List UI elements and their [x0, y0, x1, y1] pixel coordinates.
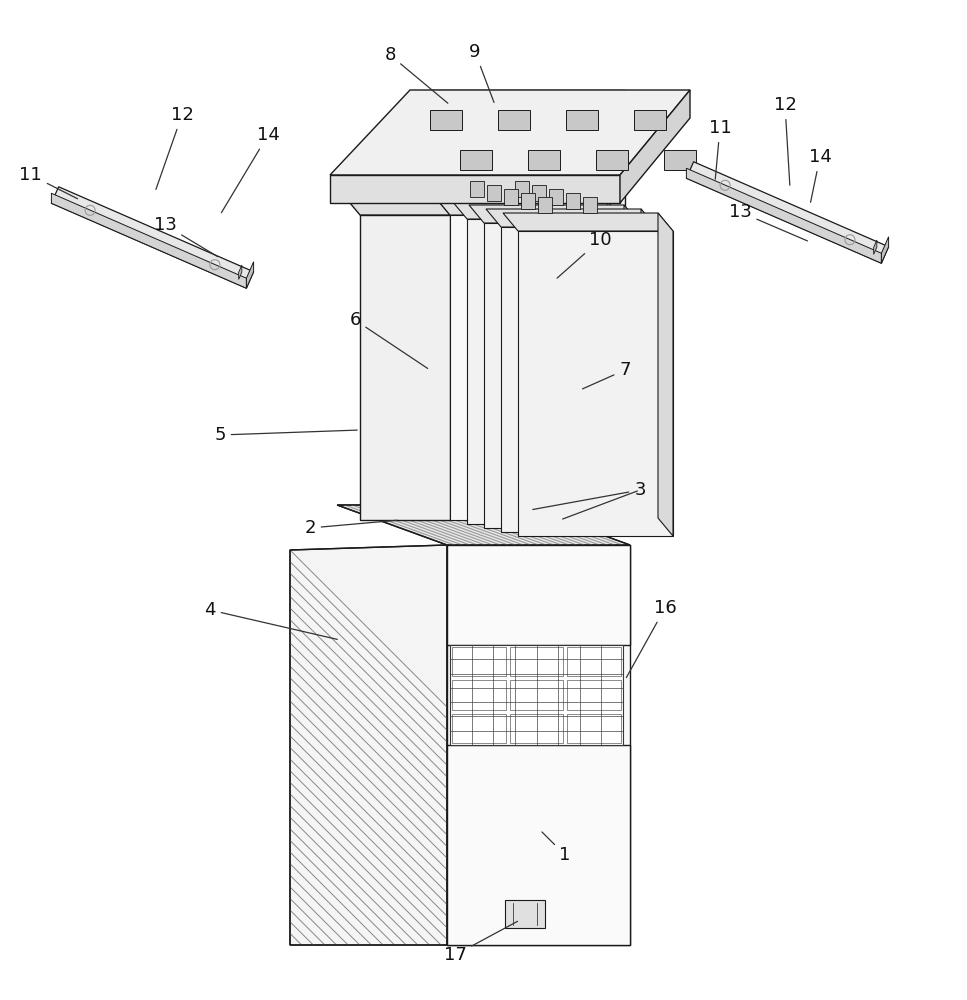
Polygon shape: [687, 168, 881, 263]
Polygon shape: [290, 545, 447, 945]
Polygon shape: [452, 201, 622, 219]
Polygon shape: [470, 181, 484, 197]
Text: 14: 14: [221, 126, 279, 213]
Text: 13: 13: [728, 203, 807, 241]
Text: 6: 6: [349, 311, 427, 368]
Polygon shape: [239, 265, 242, 279]
Polygon shape: [583, 197, 597, 213]
Polygon shape: [247, 262, 253, 288]
Text: 11: 11: [709, 119, 731, 179]
Polygon shape: [549, 189, 563, 205]
Polygon shape: [521, 193, 535, 209]
Polygon shape: [590, 197, 605, 520]
Polygon shape: [658, 213, 673, 536]
Polygon shape: [498, 110, 530, 130]
Text: 17: 17: [444, 921, 517, 964]
Text: 9: 9: [469, 43, 494, 102]
Polygon shape: [430, 110, 462, 130]
Polygon shape: [566, 193, 580, 209]
Polygon shape: [687, 162, 889, 263]
Text: 12: 12: [156, 106, 193, 189]
Polygon shape: [505, 900, 545, 928]
Polygon shape: [290, 545, 447, 945]
Text: 2: 2: [305, 519, 397, 537]
Polygon shape: [447, 545, 630, 945]
Text: 13: 13: [154, 216, 218, 257]
Polygon shape: [330, 175, 620, 203]
Polygon shape: [460, 150, 492, 170]
Text: 8: 8: [384, 46, 448, 103]
Polygon shape: [450, 645, 623, 745]
Polygon shape: [503, 213, 673, 231]
Text: 16: 16: [627, 599, 676, 678]
Polygon shape: [518, 231, 673, 536]
Polygon shape: [664, 150, 696, 170]
Text: 3: 3: [533, 481, 646, 510]
Polygon shape: [447, 745, 630, 945]
Polygon shape: [345, 197, 450, 215]
Polygon shape: [469, 205, 639, 223]
Polygon shape: [596, 150, 628, 170]
Polygon shape: [447, 545, 630, 645]
Polygon shape: [620, 90, 690, 203]
Text: 5: 5: [215, 426, 357, 444]
Polygon shape: [607, 201, 622, 524]
Polygon shape: [515, 181, 529, 197]
Polygon shape: [360, 215, 450, 520]
Polygon shape: [450, 215, 605, 520]
Text: 10: 10: [557, 231, 611, 278]
Polygon shape: [337, 505, 630, 545]
Polygon shape: [634, 110, 666, 130]
Polygon shape: [51, 193, 247, 288]
Text: 14: 14: [808, 148, 832, 202]
Polygon shape: [484, 223, 639, 528]
Polygon shape: [528, 150, 560, 170]
Polygon shape: [538, 197, 552, 213]
Polygon shape: [566, 110, 598, 130]
Polygon shape: [435, 197, 605, 215]
Polygon shape: [532, 185, 546, 201]
Text: 11: 11: [19, 166, 77, 199]
Polygon shape: [486, 209, 656, 227]
Polygon shape: [51, 187, 253, 288]
Polygon shape: [641, 209, 656, 532]
Text: 7: 7: [582, 361, 630, 389]
Polygon shape: [873, 240, 877, 254]
Polygon shape: [624, 205, 639, 528]
Polygon shape: [487, 185, 501, 201]
Polygon shape: [501, 227, 656, 532]
Text: 12: 12: [774, 96, 797, 185]
Polygon shape: [881, 237, 889, 263]
Text: 1: 1: [542, 832, 571, 864]
Polygon shape: [467, 219, 622, 524]
Text: 4: 4: [204, 601, 337, 639]
Polygon shape: [430, 90, 625, 460]
Polygon shape: [504, 189, 518, 205]
Polygon shape: [330, 90, 690, 175]
